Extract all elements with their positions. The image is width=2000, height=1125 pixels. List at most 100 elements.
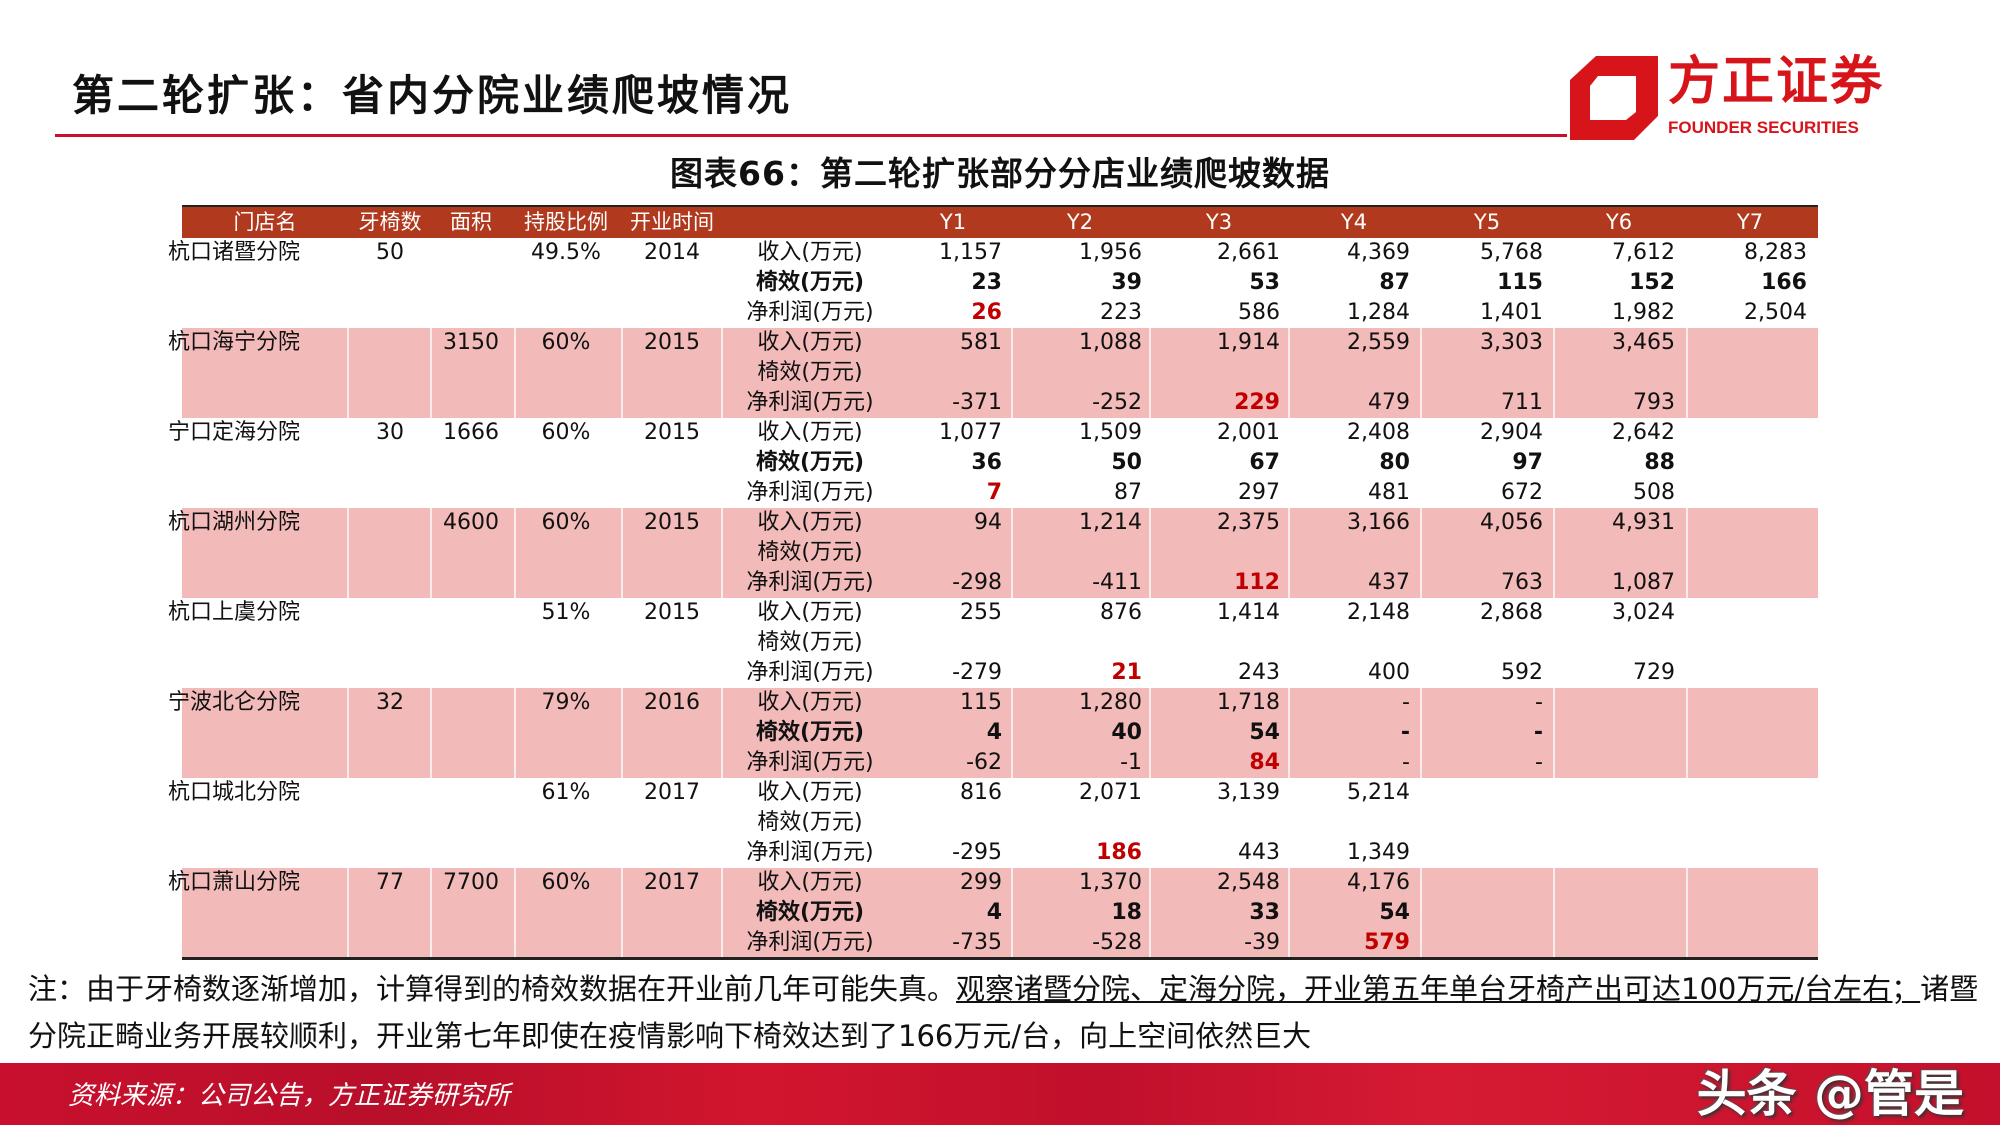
metric-value: 4,369 (1347, 240, 1410, 265)
metric-value: 115 (960, 690, 1002, 715)
metric-value: 1,157 (939, 240, 1002, 265)
metric-label: 收入(万元) (757, 600, 863, 625)
cell-divider (621, 508, 623, 598)
metric-value: 223 (1100, 300, 1142, 325)
metric-label: 椅效(万元) (755, 270, 865, 295)
metric-value: 592 (1501, 660, 1543, 685)
metric-value: 112 (1234, 570, 1280, 595)
metric-label: 净利润(万元) (746, 750, 874, 775)
metric-value: 816 (960, 780, 1002, 805)
metric-value: 2,904 (1480, 420, 1543, 445)
metric-value: - (1402, 690, 1410, 715)
metric-value: 94 (974, 510, 1002, 535)
metric-value: 1,214 (1079, 510, 1142, 535)
metric-value: 3,139 (1217, 780, 1280, 805)
metric-value: -62 (966, 750, 1002, 775)
metric-value: 876 (1100, 600, 1142, 625)
metric-label: 收入(万元) (757, 870, 863, 895)
metric-value: 1,349 (1347, 840, 1410, 865)
metric-value: 763 (1501, 570, 1543, 595)
table-row: 椅效(万元) (182, 808, 1818, 838)
table-row: 椅效(万元) 4 40 54 - - (182, 718, 1818, 748)
store-group: 杭口诸暨分院 50 49.5% 2014 收入(万元) 1,157 1,956 2,661 4,… (168, 238, 1818, 328)
cell-divider (1420, 688, 1422, 778)
chair-count: 50 (376, 240, 404, 265)
metric-value: 87 (1114, 480, 1142, 505)
opening-year: 2017 (644, 780, 700, 805)
metric-value: 23 (971, 270, 1002, 295)
ownership-share: 79% (541, 690, 591, 715)
ownership-share: 60% (541, 510, 591, 535)
cell-divider (721, 508, 723, 598)
cell-divider (1686, 688, 1688, 778)
column-header: Y4 (1340, 210, 1368, 234)
store-name: 杭口诸暨分院 (168, 240, 301, 265)
opening-year: 2014 (644, 240, 700, 265)
ownership-share: 49.5% (531, 240, 601, 265)
column-header: Y7 (1736, 210, 1764, 234)
column-header: Y3 (1205, 210, 1233, 234)
cell-divider (514, 868, 516, 958)
cell-divider (1011, 868, 1013, 958)
store-name: 宁口定海分院 (168, 420, 301, 445)
metric-value: - (1400, 720, 1410, 745)
metric-value: 54 (1379, 900, 1410, 925)
table-bottom-rule (182, 957, 1818, 960)
store-group: 杭口萧山分院 77 7700 60% 2017 收入(万元) 299 1,370 2,548 4,… (168, 868, 1818, 958)
table-row: 杭口湖州分院 4600 60% 2015 收入(万元) 94 1,214 2,375 3,166… (168, 508, 1818, 538)
cell-divider (1553, 868, 1555, 958)
metric-value: 3,303 (1480, 330, 1543, 355)
cell-divider (1149, 508, 1151, 598)
metric-value: 26 (971, 300, 1002, 325)
ownership-share: 61% (541, 780, 591, 805)
metric-value: 586 (1238, 300, 1280, 325)
table-row: 净利润(万元) 7 87 297 481 672 508 (182, 478, 1818, 508)
metric-value: 579 (1364, 930, 1410, 955)
metric-value: 479 (1368, 390, 1410, 415)
column-header: 牙椅数 (358, 210, 422, 234)
metric-value: 40 (1111, 720, 1142, 745)
column-header: Y1 (939, 210, 967, 234)
metric-value: 1,414 (1217, 600, 1280, 625)
metric-value: 2,868 (1480, 600, 1543, 625)
opening-year: 2015 (644, 600, 700, 625)
table-row: 杭口海宁分院 3150 60% 2015 收入(万元) 581 1,088 1,914 2,55… (168, 328, 1818, 358)
table-row: 杭口萧山分院 77 7700 60% 2017 收入(万元) 299 1,370 2,548 4,… (168, 868, 1818, 898)
store-group: 宁口定海分院 30 1666 60% 2015 收入(万元) 1,077 1,509 2,001… (168, 418, 1818, 508)
metric-value: 2,375 (1217, 510, 1280, 535)
metric-label: 净利润(万元) (746, 570, 874, 595)
metric-label: 净利润(万元) (746, 840, 874, 865)
founder-securities-logo: 方正证券 FOUNDER SECURITIES (1570, 52, 1910, 142)
table-header: 门店名 牙椅数 面积 持股比例 开业时间 Y1 Y2 Y3 Y4 Y5 Y6 Y7 (182, 205, 1818, 238)
column-header: Y5 (1473, 210, 1501, 234)
metric-label: 椅效(万元) (757, 360, 863, 385)
cell-divider (514, 328, 516, 418)
metric-value: -528 (1092, 930, 1142, 955)
table-row: 椅效(万元) 23 39 53 87 115 152 166 (182, 268, 1818, 298)
cell-divider (1288, 688, 1290, 778)
table-row: 净利润(万元) -279 21 243 400 592 729 (182, 658, 1818, 688)
metric-value: -371 (952, 390, 1002, 415)
table-row: 净利润(万元) -295 186 443 1,349 (182, 838, 1818, 868)
cell-divider (514, 688, 516, 778)
column-header: 面积 (450, 210, 492, 234)
title-divider (55, 134, 1567, 137)
metric-value: 80 (1379, 450, 1410, 475)
note-underlined: 观察诸暨分院、定海分院，开业第五年单台牙椅产出可达100万元/台左右； (956, 972, 1921, 1006)
opening-year: 2016 (644, 690, 700, 715)
metric-value: 5,214 (1347, 780, 1410, 805)
metric-value: 672 (1501, 480, 1543, 505)
cell-divider (1553, 328, 1555, 418)
store-name: 杭口城北分院 (168, 780, 301, 805)
area: 1666 (443, 420, 499, 445)
metric-value: 2,642 (1612, 420, 1675, 445)
metric-value: 3,166 (1347, 510, 1410, 535)
table-row: 宁波北仑分院 32 79% 2016 收入(万元) 115 1,280 1,718 - - (168, 688, 1818, 718)
cell-divider (430, 688, 432, 778)
metric-label: 净利润(万元) (746, 390, 874, 415)
metric-value: 88 (1644, 450, 1675, 475)
metric-value: 97 (1512, 450, 1543, 475)
metric-label: 椅效(万元) (757, 630, 863, 655)
cell-divider (430, 508, 432, 598)
metric-value: 2,548 (1217, 870, 1280, 895)
